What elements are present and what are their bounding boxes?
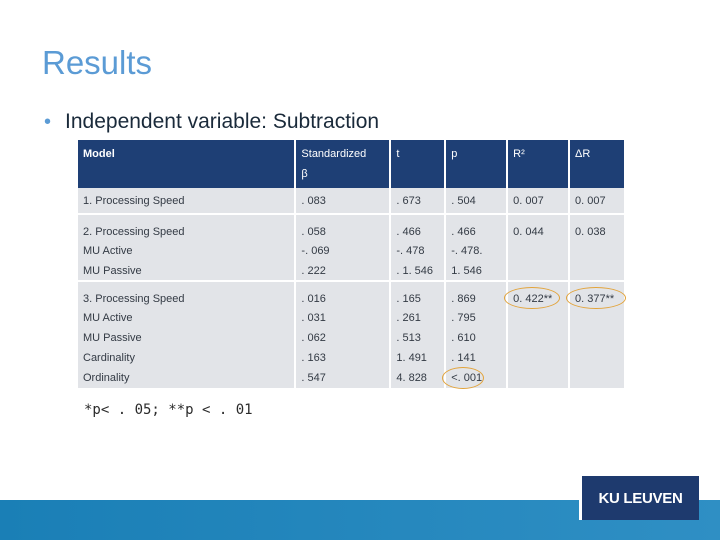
header-t: t (390, 140, 447, 188)
significance-footnote: *p< . 05; **p < . 01 (84, 402, 253, 418)
cell-model: Cardinality (78, 348, 297, 368)
cell-p: . 869 (445, 281, 509, 308)
cell-t: -. 478 (390, 241, 447, 261)
cell-p: . 504 (445, 188, 509, 215)
cell-model: MU Active (78, 241, 297, 261)
cell-p: 1. 546 (445, 261, 509, 282)
logo-text: KU LEUVEN (598, 489, 683, 507)
table-row: MU Active . 031 . 261 . 795 (78, 308, 626, 328)
cell-delta-r (569, 368, 626, 388)
table-row: Cardinality . 163 1. 491 . 141 (78, 348, 626, 368)
cell-p: . 141 (445, 348, 509, 368)
cell-t: . 261 (390, 308, 447, 328)
cell-r2 (507, 241, 571, 261)
cell-r2: 0. 007 (507, 188, 571, 215)
ku-leuven-logo: KU LEUVEN (579, 476, 699, 520)
cell-model: 3. Processing Speed (78, 281, 297, 308)
cell-delta-r: 0. 038 (569, 214, 626, 241)
cell-p: <. 001 (445, 368, 509, 388)
cell-beta: . 163 (295, 348, 392, 368)
cell-t: . 673 (390, 188, 447, 215)
results-table: Model Standardized β t p R² ΔR 1. Proces… (78, 140, 626, 388)
cell-model: 2. Processing Speed (78, 214, 297, 241)
cell-beta: . 058 (295, 214, 392, 241)
cell-p: -. 478. (445, 241, 509, 261)
slide-title: Results (42, 44, 153, 81)
cell-delta-r (569, 261, 626, 282)
cell-delta-r (569, 348, 626, 368)
table-row: MU Passive . 062 . 513 . 610 (78, 328, 626, 348)
cell-model: MU Passive (78, 261, 297, 282)
cell-delta-r (569, 241, 626, 261)
cell-delta-r (569, 308, 626, 328)
cell-beta: . 222 (295, 261, 392, 282)
cell-t: . 1. 546 (390, 261, 447, 282)
header-standardized-beta: Standardized β (295, 140, 392, 188)
cell-r2: 0. 044 (507, 214, 571, 241)
cell-t: . 513 (390, 328, 447, 348)
cell-t: 1. 491 (390, 348, 447, 368)
table-row: 3. Processing Speed . 016 . 165 . 869 0.… (78, 281, 626, 308)
cell-beta: . 062 (295, 328, 392, 348)
cell-r2 (507, 308, 571, 328)
table-row: Ordinality . 547 4. 828 <. 001 (78, 368, 626, 388)
cell-t: . 165 (390, 281, 447, 308)
cell-r2 (507, 348, 571, 368)
table-row: MU Active -. 069 -. 478 -. 478. (78, 241, 626, 261)
cell-model: MU Passive (78, 328, 297, 348)
header-r2: R² (507, 140, 571, 188)
header-p: p (445, 140, 509, 188)
cell-beta: . 016 (295, 281, 392, 308)
cell-r2 (507, 328, 571, 348)
table-row: 2. Processing Speed . 058 . 466 . 466 0.… (78, 214, 626, 241)
header-standardized: Standardized (301, 148, 367, 160)
table-header-row: Model Standardized β t p R² ΔR (78, 140, 626, 188)
header-beta: β (301, 168, 308, 180)
cell-r2: 0. 422** (507, 281, 571, 308)
cell-p: . 795 (445, 308, 509, 328)
cell-beta: -. 069 (295, 241, 392, 261)
cell-beta: . 547 (295, 368, 392, 388)
cell-p: . 466 (445, 214, 509, 241)
table-row: 1. Processing Speed . 083 . 673 . 504 0.… (78, 188, 626, 215)
cell-r2 (507, 368, 571, 388)
header-delta-r: ΔR (569, 140, 626, 188)
cell-beta: . 083 (295, 188, 392, 215)
bullet-text: Independent variable: Subtraction (65, 110, 380, 133)
cell-delta-r (569, 328, 626, 348)
bullet-dot-icon: • (44, 111, 52, 133)
header-model: Model (78, 140, 297, 188)
cell-t: . 466 (390, 214, 447, 241)
table-row: MU Passive . 222 . 1. 546 1. 546 (78, 261, 626, 282)
cell-model: MU Active (78, 308, 297, 328)
cell-model: Ordinality (78, 368, 297, 388)
cell-delta-r: 0. 007 (569, 188, 626, 215)
cell-t: 4. 828 (390, 368, 447, 388)
cell-r2 (507, 261, 571, 282)
cell-delta-r: 0. 377** (569, 281, 626, 308)
cell-beta: . 031 (295, 308, 392, 328)
cell-model: 1. Processing Speed (78, 188, 297, 215)
bullet-point: • Independent variable: Subtraction (44, 110, 379, 134)
cell-p: . 610 (445, 328, 509, 348)
